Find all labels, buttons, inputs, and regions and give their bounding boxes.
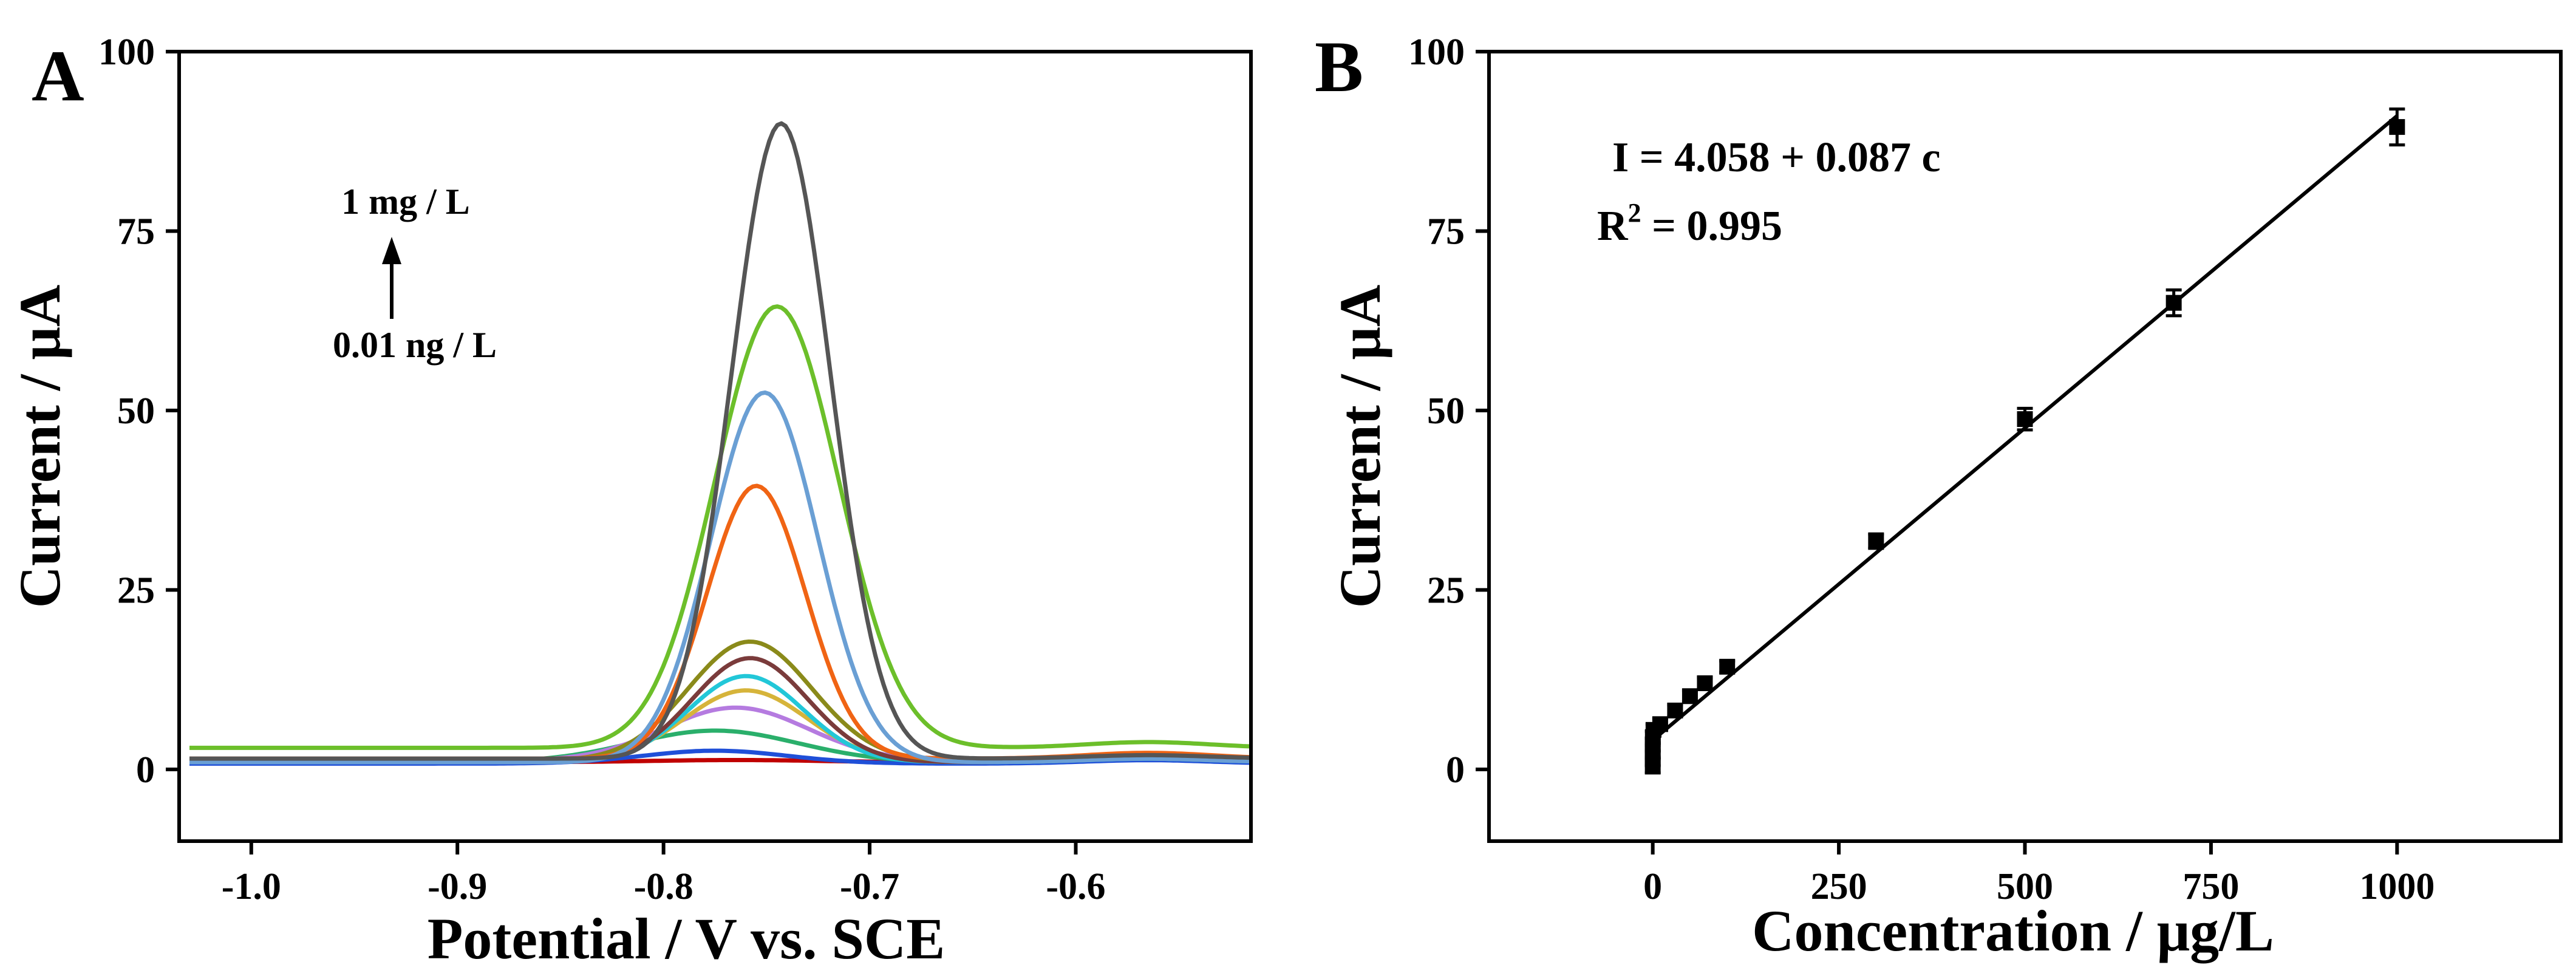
panel-b-y-tick-label: 100 [1408,32,1465,73]
data-point [2389,119,2405,135]
panel-b-x-tick-label: 500 [1997,866,2053,907]
data-point [1652,716,1668,732]
panel-a-y-tick-label: 25 [117,570,155,611]
r-squared-superscript: 2 [1628,198,1641,228]
annotation-low-concentration: 0.01 ng / L [333,325,497,365]
data-point [1868,533,1884,549]
panel-a-x-tick-label: -1.0 [222,866,281,907]
panel-b-y-tick-label: 0 [1446,749,1465,791]
panel-a-y-tick-label: 100 [98,32,155,73]
voltammetry-curve [189,121,1252,761]
panel-b-x-tick-label: 750 [2182,866,2239,907]
panel-b-x-tick-label: 0 [1643,866,1662,907]
increase-arrow-icon [382,237,401,264]
panel-a-x-tick-label: -0.7 [840,866,899,907]
data-point [1697,675,1713,691]
data-point [2165,295,2182,311]
panel-label-a: A [32,35,84,116]
panel-b-y-tick-label: 25 [1427,570,1465,611]
panel-a-x-ticks: -1.0 -0.9 -0.8 -0.7 -0.6 [222,841,1106,907]
panel-a-y-tick-label: 75 [117,211,155,252]
panel-a-x-tick-label: -0.6 [1046,866,1105,907]
panel-b-y-axis-title: Current / μA [1327,285,1392,609]
annotation-high-concentration: 1 mg / L [341,182,470,222]
data-point [1667,702,1683,718]
data-point [2017,411,2033,428]
panel-b: B 0 250 500 750 1000 0 25 50 75 100 Concentratio… [1315,26,2563,963]
panel-b-y-tick-label: 75 [1427,211,1465,252]
data-point [1719,658,1736,675]
panel-a-y-tick-label: 0 [136,749,155,791]
fit-equation: I = 4.058 + 0.087 c [1612,134,1941,181]
r-squared-value: = 0.995 [1641,203,1782,250]
panel-a-y-axis-title: Current / μA [7,285,72,609]
panel-b-y-tick-label: 50 [1427,391,1465,432]
voltammetry-curve [189,390,1252,765]
panel-b-x-ticks: 0 250 500 750 1000 [1643,841,2435,907]
panel-a-y-tick-label: 50 [117,391,155,432]
voltammetry-curve [189,483,1252,761]
panel-a-frame [177,50,1253,843]
panel-b-x-tick-label: 1000 [2359,866,2435,907]
panel-b-x-axis-title: Concentration / μg/L [1752,898,2274,963]
r-squared-symbol: R [1597,203,1629,250]
panel-a: A -1.0 -0.9 -0.8 -0.7 -0.6 0 25 50 75 100 Potent… [7,32,1253,971]
panel-a-curves [189,121,1252,766]
panel-a-y-ticks: 0 25 50 75 100 [98,32,179,791]
data-point [1682,688,1698,704]
panel-label-b: B [1315,26,1363,107]
panel-b-points [1644,107,2405,775]
panel-b-x-tick-label: 250 [1811,866,1867,907]
panel-a-x-tick-label: -0.8 [634,866,693,907]
panel-a-x-axis-title: Potential / V vs. SCE [428,906,946,971]
panel-b-y-ticks: 0 25 50 75 100 [1408,32,1489,791]
r-squared-label: R2 = 0.995 [1597,198,1782,250]
panel-a-x-tick-label: -0.9 [428,866,487,907]
voltammetry-curve [189,304,1252,750]
